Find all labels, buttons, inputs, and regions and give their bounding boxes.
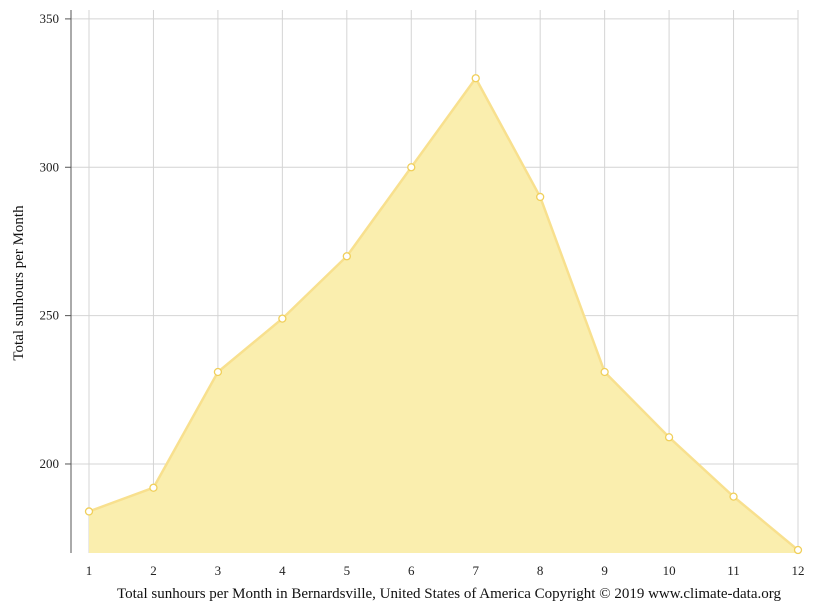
data-point-month-5 <box>342 252 351 261</box>
data-point-month-3 <box>213 367 223 377</box>
data-point-month-7 <box>471 74 480 83</box>
y-tick-label: 300 <box>40 159 60 174</box>
data-point-month-9 <box>600 367 609 377</box>
x-tick-label: 10 <box>663 563 676 578</box>
x-tick-label: 4 <box>279 563 286 578</box>
area-line <box>88 76 799 551</box>
x-tick-label: 11 <box>727 563 740 578</box>
data-point-month-12 <box>793 545 803 555</box>
x-tick-label: 8 <box>537 563 544 578</box>
x-tick-label: 1 <box>86 563 93 578</box>
data-point-month-1 <box>84 507 94 516</box>
chart-caption: Total sunhours per Month in Bernardsvill… <box>117 586 781 602</box>
data-point-month-11 <box>729 492 738 501</box>
area-fill <box>89 78 798 553</box>
area-series <box>88 76 799 553</box>
y-tick-label: 200 <box>40 456 60 471</box>
y-tick-label: 250 <box>40 308 60 323</box>
data-point-month-6 <box>407 163 416 172</box>
y-tick-label: 350 <box>40 11 60 26</box>
x-tick-label: 9 <box>601 563 608 578</box>
x-tick-label: 6 <box>408 563 415 578</box>
x-tick-label: 7 <box>472 563 479 578</box>
x-tick-label: 2 <box>150 563 157 578</box>
data-point-month-8 <box>536 192 545 202</box>
data-markers <box>84 74 803 555</box>
x-tick-label: 12 <box>792 563 805 578</box>
x-tick-label: 5 <box>344 563 351 578</box>
axes <box>65 10 72 553</box>
data-point-month-10 <box>664 433 674 442</box>
data-point-month-4 <box>278 314 287 323</box>
data-point-month-2 <box>149 483 158 492</box>
x-tick-label: 3 <box>215 563 222 578</box>
y-axis-title: Total sunhours per Month <box>11 205 27 361</box>
